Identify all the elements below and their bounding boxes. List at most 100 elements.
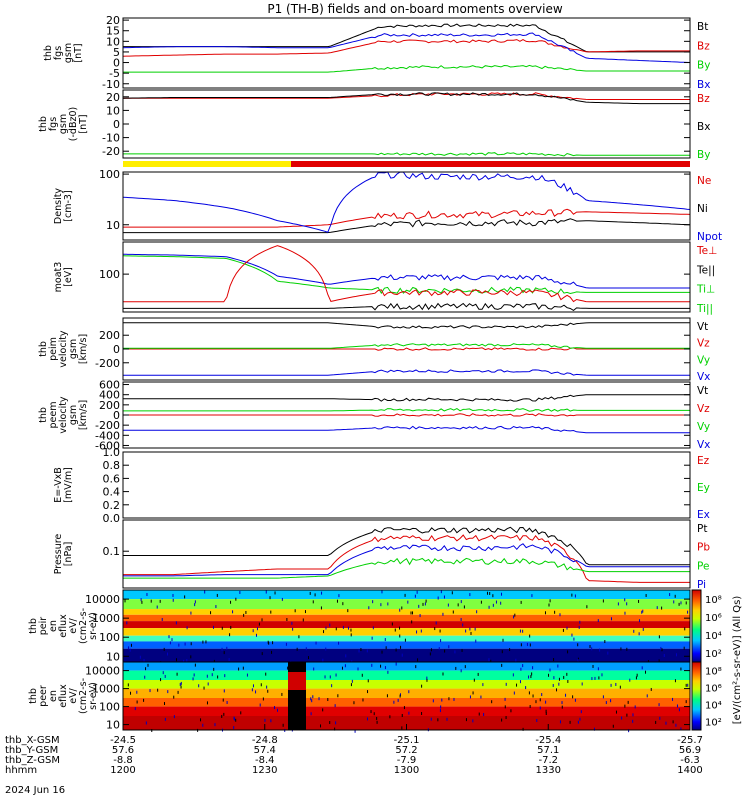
- spectrogram-speckle: [515, 658, 517, 662]
- legend-entry: Ti||: [696, 303, 713, 315]
- spectrogram-speckle: [180, 681, 182, 685]
- spectrogram-speckle: [179, 682, 181, 686]
- panel-frame: [122, 89, 691, 159]
- spectrogram-speckle: [528, 691, 530, 695]
- y-tick-label: 1.0: [103, 446, 121, 459]
- spectrogram-band: [123, 648, 690, 662]
- spectrogram-speckle: [566, 626, 568, 630]
- spectrogram-speckle: [558, 677, 560, 681]
- panel-9: 10000 1000 100 10 thb peir en eflux eV/(cm2-s-sr…: [28, 589, 691, 665]
- spectrogram-speckle: [489, 591, 491, 595]
- spectrogram-speckle: [281, 692, 283, 696]
- spectrogram-speckle: [370, 710, 372, 714]
- spectrogram-speckle: [620, 647, 622, 651]
- spectrogram-speckle: [424, 602, 426, 606]
- spectrogram-speckle: [626, 647, 628, 651]
- spectrogram-speckle: [441, 698, 443, 702]
- spectrogram-speckle: [520, 643, 522, 647]
- spectrogram-speckle: [210, 611, 212, 615]
- spectrogram-speckle: [520, 600, 522, 604]
- spectrogram-speckle: [635, 676, 637, 680]
- y-axis-label: eV/: [68, 617, 79, 633]
- spectrogram-speckle: [214, 723, 216, 727]
- time-axis-row-label: thb_Z-GSM: [5, 755, 60, 766]
- spectrogram-speckle: [558, 682, 560, 686]
- spectrogram-speckle: [400, 645, 402, 649]
- spectrogram-speckle: [243, 613, 245, 617]
- spectrogram-speckle: [322, 658, 324, 662]
- spectrogram-speckle: [140, 598, 142, 602]
- time-axis-value: 1230: [252, 765, 277, 776]
- spectrogram-speckle: [226, 646, 228, 650]
- spectrogram-speckle: [318, 697, 320, 701]
- spectrogram-speckle: [347, 626, 349, 630]
- legend-entry: Vy: [697, 421, 710, 433]
- spectrogram-speckle: [545, 709, 547, 713]
- spectrogram-speckle: [469, 593, 471, 597]
- legend-entry: Pt: [697, 523, 707, 535]
- spectrogram-speckle: [233, 726, 235, 730]
- panel-10: 10000 1000 100 10 thb peer en eflux eV/(cm2-s-sr…: [28, 661, 691, 733]
- spectrogram-speckle: [380, 603, 382, 607]
- spectrogram-speckle: [460, 669, 462, 673]
- y-axis-label: en: [48, 620, 59, 632]
- legend-entry: Pi: [697, 579, 706, 591]
- spectrogram-speckle: [437, 596, 439, 600]
- spectrogram-speckle: [562, 628, 564, 632]
- spectrogram-speckle: [194, 600, 196, 604]
- colorbar-tick-label: 10⁴: [705, 631, 722, 642]
- spectrogram-speckle: [675, 723, 677, 727]
- spectrogram-speckle: [268, 641, 270, 645]
- spectrogram-speckle: [384, 638, 386, 642]
- spectrogram-speckle: [130, 691, 132, 695]
- series-line-red: [123, 413, 690, 417]
- spectrogram-speckle: [486, 591, 488, 595]
- spectrogram-speckle: [526, 642, 528, 646]
- series-line-blue: [123, 543, 690, 577]
- spectrogram-speckle: [229, 633, 231, 637]
- spectrogram-speckle: [579, 620, 581, 624]
- spectrogram-speckle: [632, 719, 634, 723]
- y-tick-label: 10: [106, 719, 120, 732]
- series-line-blue: [123, 369, 690, 376]
- spectrogram-speckle: [334, 704, 336, 708]
- spectrogram-speckle: [571, 593, 573, 597]
- legend-entry: Ez: [697, 455, 710, 467]
- spectrogram-speckle: [260, 683, 262, 687]
- spectrogram-speckle: [192, 677, 194, 681]
- y-axis-label: [nPa]: [63, 542, 74, 567]
- legend-entry: Vt: [697, 385, 708, 397]
- spectrogram-speckle: [368, 606, 370, 610]
- spectrogram-speckle: [367, 690, 369, 694]
- spectrogram-speckle: [384, 666, 386, 670]
- spectrogram-speckle: [202, 723, 204, 727]
- spectrogram-speckle: [626, 602, 628, 606]
- spectrogram-speckle: [465, 718, 467, 722]
- spectrogram-speckle: [482, 683, 484, 687]
- y-axis-label: gsm: [63, 43, 74, 63]
- spectrogram-speckle: [569, 720, 571, 724]
- legend-entry: Te⊥: [696, 245, 717, 257]
- spectrogram-speckle: [233, 716, 235, 720]
- spectrogram-speckle: [226, 701, 228, 705]
- spectrogram-speckle: [553, 658, 555, 662]
- y-tick-label: 1000: [92, 683, 120, 696]
- spectrogram-speckle: [672, 697, 674, 701]
- spectrogram-speckle: [440, 590, 442, 594]
- spectrogram-speckle: [504, 697, 506, 701]
- spectrogram-speckle: [172, 598, 174, 602]
- spectrogram-speckle: [478, 712, 480, 716]
- series-line-black: [123, 526, 690, 566]
- spectrogram-speckle: [395, 648, 397, 652]
- spectrogram-band: [123, 621, 690, 629]
- spectrogram-speckle: [531, 672, 533, 676]
- spectrogram-speckle: [213, 667, 215, 671]
- spectrogram-speckle: [410, 611, 412, 615]
- spectrogram-speckle: [399, 694, 401, 698]
- spectrogram-speckle: [408, 711, 410, 715]
- spectrogram-speckle: [678, 602, 680, 606]
- time-axis-value: -25.4: [535, 735, 561, 746]
- y-tick-label: 100: [99, 168, 120, 181]
- spectrogram-speckle: [477, 672, 479, 676]
